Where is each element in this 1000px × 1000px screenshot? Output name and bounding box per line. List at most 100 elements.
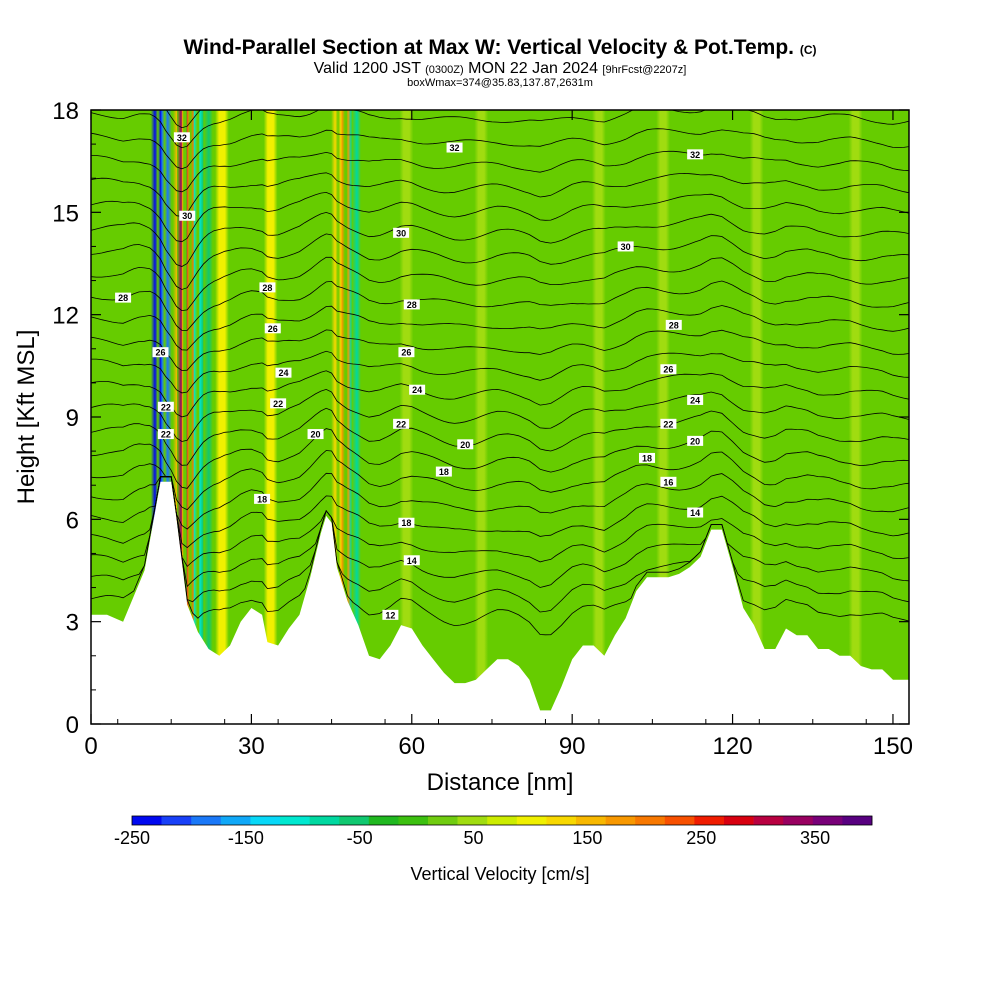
contour-label-text: 14 [407,556,417,566]
colorbar-swatch-18 [664,816,695,825]
theta-contour-13 [91,305,909,351]
contour-label-text: 24 [690,395,700,405]
contour-label-text: 26 [401,348,411,358]
theta-contour-12 [91,329,909,371]
theta-contour-2 [91,476,909,588]
colorbar-swatch-21 [753,816,784,825]
contour-label-19: 22 [660,418,677,429]
x-tick-label-5: 150 [873,733,913,760]
y-tick-label-1: 3 [66,610,79,637]
contour-label-text: 22 [663,419,673,429]
contour-label-3: 30 [179,210,196,221]
contour-label-0: 32 [173,132,190,143]
contour-label-text: 12 [385,610,395,620]
colorbar-swatch-8 [368,816,399,825]
contour-label-32: 12 [382,609,399,620]
contour-label-bg [435,466,452,477]
colorbar-swatch-4 [250,816,281,825]
colorbar-swatch-22 [783,816,814,825]
contour-label-text: 30 [182,211,192,221]
contour-label-31: 14 [403,555,420,566]
colorbar-tick-label-6: 350 [800,828,830,848]
theta-contour-21 [91,128,909,170]
contour-label-text: 26 [663,365,673,375]
contour-label-text: 20 [690,436,700,446]
contour-label-text: 22 [161,402,171,412]
valid-date: MON 22 Jan 2024 [468,60,598,77]
contour-label-bg [687,394,704,405]
y-tick-label-2: 6 [66,507,79,534]
colorbar-swatch-16 [605,816,636,825]
theta-contour-6 [91,450,909,511]
contour-label-25: 18 [435,466,452,477]
theta-contour-8 [91,407,909,466]
contour-label-text: 20 [460,440,470,450]
contour-label-22: 20 [307,429,324,440]
theta-contour-20 [91,150,909,193]
theta-contour-19 [91,172,909,217]
contour-label-18: 22 [393,418,410,429]
contour-label-text: 18 [401,518,411,528]
contour-label-bg [157,401,174,412]
contour-label-bg [457,439,474,450]
contour-label-text: 20 [311,430,321,440]
contour-label-text: 28 [118,293,128,303]
contour-label-21: 22 [157,429,174,440]
colorbar-swatch-10 [428,816,458,825]
theta-contour-14 [91,280,909,331]
contour-label-text: 26 [268,324,278,334]
box-wmax-line: boxWmax=374@35.83,137.87,2631m [407,77,593,89]
contour-label-27: 18 [254,493,271,504]
colorbar-swatch-11 [457,816,488,825]
contour-label-23: 20 [457,439,474,450]
contour-label-24: 20 [687,435,704,446]
terrain-mask [91,481,909,724]
contour-label-10: 26 [264,323,281,334]
contour-label-11: 26 [398,347,415,358]
theta-contour-9 [91,388,909,442]
axes: 0 30 60 90 120 150 0 3 6 9 12 15 18 [52,98,913,760]
contour-label-bg [687,507,704,518]
colorbar-swatch-12 [487,816,518,825]
theta-contour-15 [91,256,909,312]
theta-contour-4 [91,476,909,549]
contour-label-28: 18 [398,517,415,528]
contour-label-text: 28 [262,283,272,293]
colorbar-tick-label-2: -50 [347,828,373,848]
contour-label-text: 16 [663,477,673,487]
contour-label-bg [115,292,132,303]
colorbar-swatch-14 [546,816,577,825]
contour-label-text: 28 [669,320,679,330]
contour-label-text: 32 [450,143,460,153]
contour-label-bg [665,319,682,330]
colorbar-swatch-3 [220,816,251,825]
contour-label-bg [398,347,415,358]
contour-label-bg [157,429,174,440]
contour-label-bg [660,476,677,487]
forecast-info: [9hrFcst@2207z] [602,64,687,76]
colorbar-swatch-6 [309,816,340,825]
contour-label-bg [409,384,426,395]
theta-contour-10 [91,370,909,418]
contour-label-text: 32 [690,150,700,160]
contour-label-bg [152,347,169,358]
contour-label-17: 22 [270,398,287,409]
contour-label-bg [687,149,704,160]
contour-label-bg [173,132,190,143]
colorbar-swatch-20 [724,816,754,825]
contour-label-text: 18 [642,453,652,463]
contour-label-text: 22 [273,399,283,409]
contour-label-bg [687,435,704,446]
x-tick-label-3: 90 [559,733,586,760]
contour-label-text: 24 [412,385,422,395]
theta-contour-22 [91,110,909,149]
y-tick-label-5: 15 [52,200,79,227]
colorbar-swatch-5 [280,816,310,825]
contour-label-bg [179,210,196,221]
contour-label-text: 22 [396,419,406,429]
theta-contour-18 [91,191,909,243]
contour-label-bg [660,418,677,429]
contour-label-6: 28 [115,292,132,303]
